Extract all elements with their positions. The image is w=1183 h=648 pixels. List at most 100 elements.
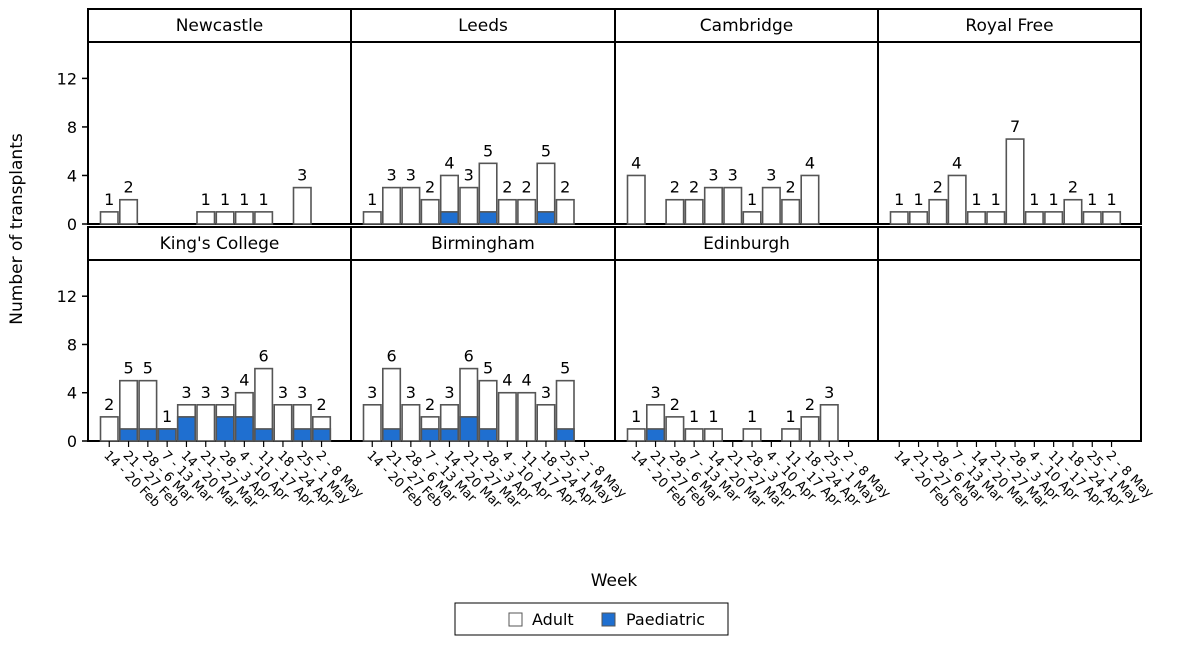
bar-paediatric: [157, 428, 177, 442]
bar-adult: [703, 428, 724, 442]
bar-adult: [908, 211, 929, 225]
bar-value-label: 2: [805, 395, 815, 414]
panel-strip: [87, 8, 352, 43]
bar-value-label: 2: [522, 178, 532, 197]
bar-value-label: 6: [464, 347, 474, 366]
bar-paediatric: [555, 428, 575, 442]
bar-value-label: 2: [123, 178, 133, 197]
bar-paediatric: [254, 428, 274, 442]
bar-value-label: 1: [201, 190, 211, 209]
panel-title: Newcastle: [176, 16, 264, 36]
bar-adult: [517, 391, 537, 442]
bar-paediatric: [292, 428, 312, 442]
bar-value-label: 1: [991, 190, 1001, 209]
bar-adult: [966, 211, 987, 225]
bar-value-label: 1: [913, 190, 923, 209]
panel-strip: [87, 226, 352, 261]
bar-value-label: 7: [1010, 117, 1020, 136]
bar-value-label: 4: [952, 153, 962, 172]
bar-adult: [665, 198, 685, 225]
bar-value-label: 1: [689, 407, 699, 426]
bar-value-label: 3: [766, 166, 776, 185]
bar-paediatric: [645, 428, 666, 442]
bar-adult: [1102, 211, 1122, 225]
bar-value-label: 2: [425, 178, 435, 197]
bar-value-label: 5: [483, 141, 493, 160]
bar-value-label: 2: [316, 395, 326, 414]
legend-label-paediatric: Paediatric: [626, 610, 705, 629]
bar-value-label: 3: [650, 383, 660, 402]
bar-adult: [517, 198, 537, 225]
bar-value-label: 2: [670, 395, 680, 414]
bar-value-label: 3: [406, 383, 416, 402]
bar-adult: [99, 416, 119, 442]
bar-adult: [781, 428, 801, 442]
bar-value-label: 2: [560, 178, 570, 197]
bar-value-label: 2: [104, 395, 114, 414]
bar-value-label: 1: [162, 407, 172, 426]
bar-value-label: 3: [708, 166, 718, 185]
bar-paediatric: [420, 428, 440, 442]
bar-value-label: 1: [1049, 190, 1059, 209]
bar-adult: [420, 198, 440, 225]
bar-value-label: 2: [1068, 178, 1078, 197]
bar-adult: [362, 403, 382, 442]
bar-value-label: 1: [1106, 190, 1116, 209]
panel-title: Cambridge: [700, 16, 793, 36]
bar-value-label: 2: [933, 178, 943, 197]
bar-adult: [234, 211, 254, 225]
bar-adult: [819, 403, 839, 442]
bar-value-label: 5: [483, 359, 493, 378]
bar-value-label: 1: [747, 407, 757, 426]
bar-adult: [800, 416, 820, 442]
bar-value-label: 1: [239, 190, 249, 209]
bar-value-label: 3: [220, 383, 230, 402]
bar-value-label: 1: [747, 190, 757, 209]
bar-adult: [536, 403, 556, 442]
bar-adult: [986, 211, 1006, 225]
bar-adult: [742, 428, 762, 442]
bar-adult: [119, 198, 139, 225]
bar-paediatric: [439, 428, 460, 442]
bar-adult: [1082, 211, 1102, 225]
y-tick-label: 12: [57, 69, 77, 88]
legend-swatch-paediatric: [601, 612, 616, 627]
bar-adult: [781, 198, 801, 225]
x-axis-title: Week: [591, 571, 638, 591]
panel-strip: [877, 226, 1142, 261]
bar-value-label: 1: [259, 190, 269, 209]
bar-adult: [665, 416, 685, 442]
y-tick-label: 4: [67, 384, 77, 403]
bar-adult: [703, 186, 724, 225]
bar-value-label: 1: [971, 190, 981, 209]
bar-adult: [555, 198, 575, 225]
bar-value-label: 3: [728, 166, 738, 185]
bar-value-label: 5: [123, 359, 133, 378]
bar-paediatric: [234, 416, 254, 442]
bar-value-label: 2: [670, 178, 680, 197]
bar-adult: [196, 211, 216, 225]
bar-adult: [889, 211, 909, 225]
bar-value-label: 3: [406, 166, 416, 185]
bar-adult: [196, 403, 216, 442]
bar-value-label: 1: [104, 190, 114, 209]
bar-value-label: 3: [824, 383, 834, 402]
bar-adult: [1044, 211, 1064, 225]
y-tick-label: 12: [57, 287, 77, 306]
y-tick-label: 8: [67, 335, 77, 354]
bar-value-label: 4: [631, 153, 641, 172]
bar-adult: [761, 186, 781, 225]
bar-adult: [401, 403, 421, 442]
bar-value-label: 3: [541, 383, 551, 402]
y-axis-title: Number of transplants: [7, 133, 27, 325]
bar-value-label: 3: [464, 166, 474, 185]
